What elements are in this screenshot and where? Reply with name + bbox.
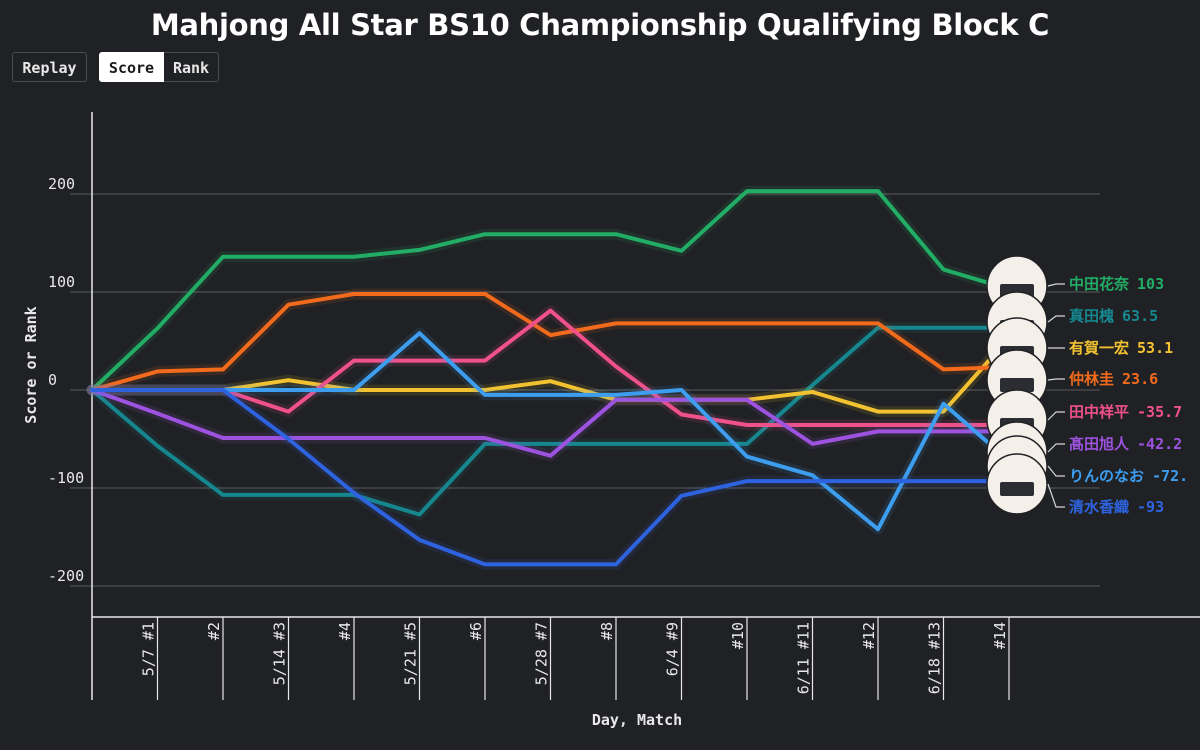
avatar-badge	[1000, 378, 1034, 392]
legend-label: りんのなお -72.	[1069, 467, 1188, 485]
series-line	[90, 189, 1011, 392]
legend-series-value: 63.5	[1122, 307, 1158, 325]
legend-label: 清水香織 -93	[1069, 498, 1164, 516]
chart-title: Mahjong All Star BS10 Championship Quali…	[150, 8, 1050, 42]
series-line	[90, 388, 1011, 458]
legend-series-name: 髙田旭人	[1069, 435, 1130, 453]
score-toggle-button[interactable]: Score	[99, 52, 164, 82]
legend-connector	[1047, 465, 1065, 477]
series-line	[90, 388, 1011, 567]
x-tick-label: 5/7 #1	[140, 622, 158, 676]
legend-series-value: -72.	[1152, 467, 1188, 485]
x-tick-label: #12	[860, 622, 878, 649]
x-tick-label: 6/4 #9	[664, 622, 682, 676]
series-line	[90, 336, 1011, 414]
legend-series-name: 有賀一宏	[1069, 339, 1129, 357]
legend-label: 髙田旭人 -42.2	[1069, 435, 1182, 453]
x-tick-label: #10	[729, 622, 747, 649]
series-lines	[86, 185, 1015, 570]
x-tick-label: 6/11 #11	[795, 622, 813, 694]
series-legend: 中田花奈 103 真田槐 63.5 有賀一宏 53.1 仲林圭 23.6 田中祥平 -35.7 髙田…	[986, 255, 1188, 516]
legend-series-name: 田中祥平	[1069, 403, 1129, 421]
x-tick-label: 5/14 #3	[271, 622, 289, 685]
x-tick-label: #8	[598, 622, 616, 640]
legend-series-value: 103	[1137, 275, 1164, 293]
legend-series-name: 中田花奈	[1069, 275, 1130, 293]
replay-button[interactable]: Replay	[12, 52, 87, 82]
x-axis-label: Day, Match	[592, 711, 682, 729]
legend-series-value: -42.2	[1137, 435, 1182, 453]
series-line-glow	[86, 384, 1015, 570]
legend-series-value: -93	[1137, 498, 1164, 516]
y-tick-label: 200	[48, 175, 75, 193]
y-tick-label: 100	[48, 273, 75, 291]
series-line	[90, 325, 1011, 517]
legend-label: 田中祥平 -35.7	[1069, 403, 1182, 421]
y-tick-label: -200	[48, 567, 84, 585]
x-tick-label: #14	[991, 622, 1009, 649]
legend-label: 真田槐 63.5	[1069, 307, 1158, 325]
rank-toggle-button[interactable]: Rank	[164, 52, 219, 82]
legend-label: 有賀一宏 53.1	[1069, 339, 1173, 357]
y-tick-label: -100	[48, 469, 84, 487]
x-tick-label: #2	[205, 622, 223, 640]
legend-connector	[1047, 443, 1065, 453]
x-tick-label: 6/18 #13	[926, 622, 944, 694]
y-tick-label: 0	[48, 371, 57, 389]
legend-connector	[1047, 411, 1065, 421]
legend-connector	[1047, 283, 1065, 287]
series-line	[90, 292, 1011, 392]
legend-connector	[1047, 483, 1065, 508]
legend-label: 仲林圭 23.6	[1069, 370, 1158, 388]
legend-series-name: 清水香織	[1069, 498, 1129, 516]
series-line	[90, 308, 1011, 427]
legend-series-name: りんのなお	[1069, 467, 1144, 485]
legend-connector	[1047, 378, 1065, 381]
legend-label: 中田花奈 103	[1069, 275, 1164, 293]
legend-series-name: 仲林圭	[1069, 370, 1114, 388]
x-tick-label: #6	[467, 622, 485, 640]
legend-series-value: -35.7	[1137, 403, 1182, 421]
legend-series-name: 真田槐	[1069, 307, 1114, 325]
legend-series-value: 23.6	[1122, 370, 1158, 388]
axes: 200 100 0 -100 -200 5/7 #1 #2 5/14 #3 #4 5/21 #5 #…	[48, 112, 1200, 700]
legend-connector	[1047, 315, 1065, 323]
series-line	[90, 331, 1011, 532]
avatar-badge	[1000, 482, 1034, 496]
x-tick-label: 5/28 #7	[533, 622, 551, 685]
x-tick-label: 5/21 #5	[402, 622, 420, 685]
legend-series-value: 53.1	[1137, 339, 1173, 357]
x-tick-label: #4	[336, 622, 354, 640]
y-axis-label: Score or Rank	[22, 306, 40, 423]
